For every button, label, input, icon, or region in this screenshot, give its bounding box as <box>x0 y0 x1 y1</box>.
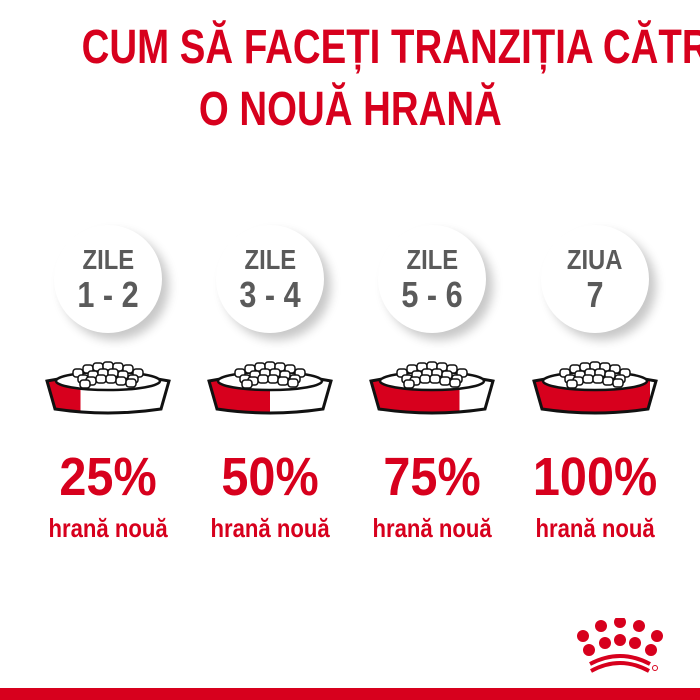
days-range: 7 <box>586 274 604 315</box>
days-range: 3 - 4 <box>239 274 301 315</box>
food-bowl-icon <box>207 361 333 415</box>
bottom-brand-bar <box>0 688 700 700</box>
days-badge: ZILE 5 - 6 <box>378 225 486 333</box>
percent-new-food: 100% <box>532 447 658 507</box>
food-bowl-icon <box>532 361 658 415</box>
days-badge: ZIUA 7 <box>541 225 649 333</box>
page-title-line2: O NOUĂ HRANĂ <box>198 83 502 136</box>
days-badge: ZILE 3 - 4 <box>216 225 324 333</box>
food-bowl-icon <box>369 361 495 415</box>
days-label: ZILE <box>244 244 296 275</box>
crown-icon <box>577 618 663 673</box>
percent-new-food: 75% <box>383 447 481 507</box>
transition-step: ZILE 3 - 4 50% hrană nouă <box>189 225 351 543</box>
days-label: ZILE <box>406 244 458 275</box>
days-label: ZIUA <box>567 244 623 275</box>
caption: hrană nouă <box>535 513 655 543</box>
days-badge: ZILE 1 - 2 <box>54 225 162 333</box>
caption: hrană nouă <box>48 513 168 543</box>
caption: hrană nouă <box>210 513 330 543</box>
caption: hrană nouă <box>372 513 492 543</box>
days-range: 5 - 6 <box>401 274 463 315</box>
food-bowl-icon <box>45 361 171 415</box>
days-label: ZILE <box>82 244 134 275</box>
percent-new-food: 25% <box>59 447 157 507</box>
transition-step: ZIUA 7 100% hrană nouă <box>514 225 676 543</box>
transition-step: ZILE 5 - 6 75% hrană nouă <box>351 225 513 543</box>
percent-new-food: 50% <box>221 447 319 507</box>
transition-step: ZILE 1 - 2 25% hrană nouă <box>27 225 189 543</box>
page-title-line1: CUM SĂ FACEȚI TRANZIȚIA CĂTRE <box>81 21 700 74</box>
days-range: 1 - 2 <box>77 274 139 315</box>
